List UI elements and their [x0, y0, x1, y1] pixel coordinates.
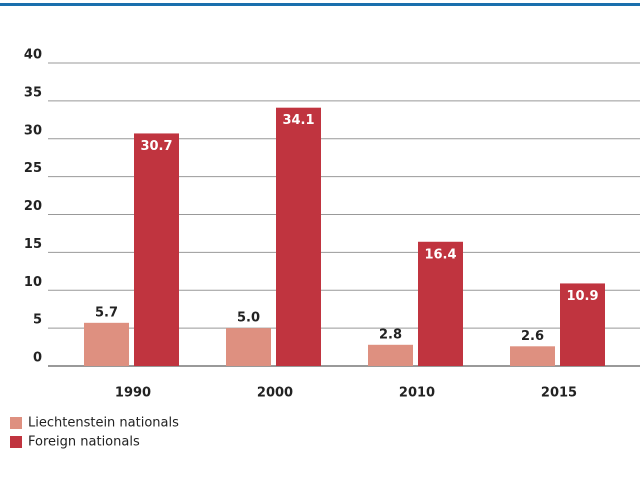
value-label: 2.8 [379, 327, 402, 342]
bar [368, 344, 413, 366]
bar [560, 283, 605, 366]
x-tick-label: 2000 [257, 386, 293, 401]
y-tick-label: 5 [33, 313, 42, 328]
legend-swatch [10, 417, 22, 429]
y-tick-label: 20 [24, 199, 42, 214]
bar [134, 133, 179, 366]
value-label: 10.9 [566, 289, 598, 304]
value-label: 34.1 [282, 113, 314, 128]
value-label: 2.6 [521, 329, 544, 344]
y-tick-label: 40 [24, 48, 42, 63]
top-rule [0, 3, 640, 6]
bar [84, 322, 129, 366]
x-tick-label: 2010 [399, 386, 435, 401]
bar [276, 107, 321, 366]
y-tick-label: 10 [24, 275, 42, 290]
y-tick-label: 15 [24, 237, 42, 252]
bar [510, 346, 555, 366]
value-label: 16.4 [424, 247, 456, 262]
bar [418, 241, 463, 366]
y-tick-label: 0 [33, 351, 42, 366]
legend-swatch [10, 436, 22, 448]
value-label: 5.7 [95, 305, 118, 320]
x-tick-label: 1990 [115, 386, 151, 401]
y-tick-label: 25 [24, 161, 42, 176]
bar [226, 328, 271, 366]
legend-label: Liechtenstein nationals [28, 416, 179, 431]
y-tick-label: 35 [24, 85, 42, 100]
value-label: 5.0 [237, 311, 260, 326]
y-tick-label: 30 [24, 123, 42, 138]
value-label: 30.7 [140, 139, 172, 154]
x-tick-label: 2015 [541, 386, 577, 401]
legend-label: Foreign nationals [28, 435, 140, 450]
